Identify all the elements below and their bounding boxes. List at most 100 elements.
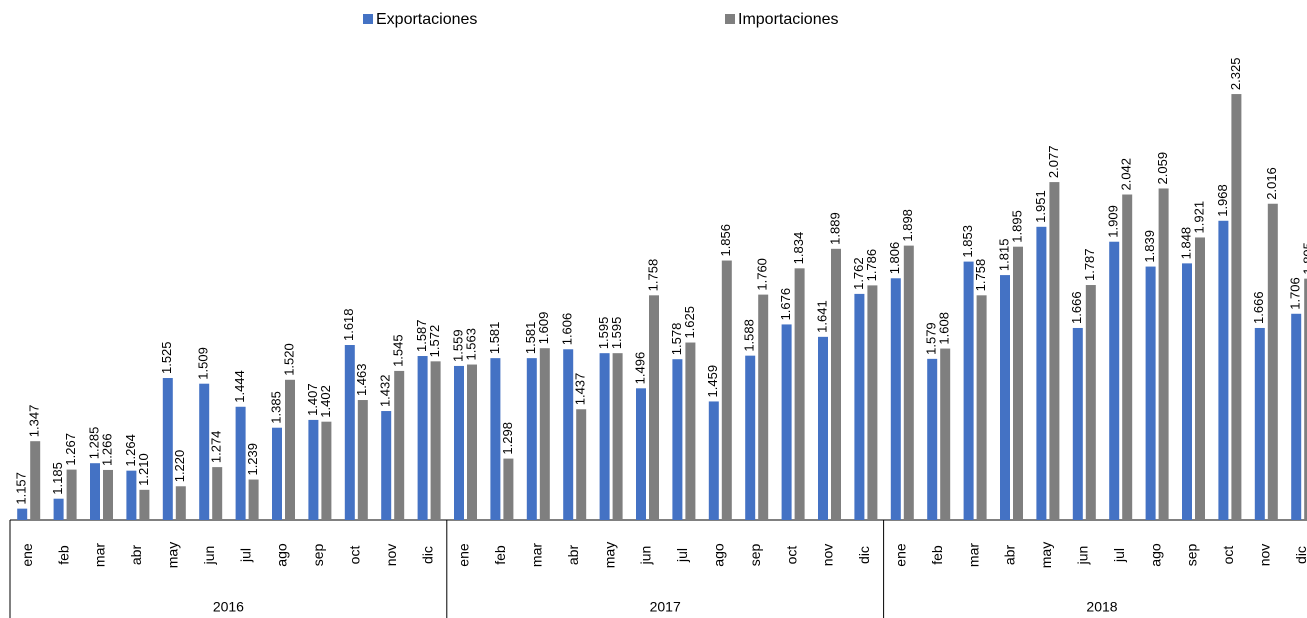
bar bbox=[308, 419, 319, 520]
value-label: 1.210 bbox=[136, 453, 151, 486]
bar bbox=[503, 458, 514, 520]
bar bbox=[1145, 266, 1156, 520]
value-label: 1.588 bbox=[742, 319, 757, 352]
value-label: 1.951 bbox=[1033, 190, 1048, 223]
value-label: 1.706 bbox=[1288, 277, 1303, 310]
value-label: 1.806 bbox=[887, 242, 902, 275]
bar bbox=[940, 348, 951, 520]
value-label: 1.895 bbox=[1009, 210, 1024, 243]
value-label: 1.347 bbox=[27, 405, 42, 438]
x-tick-label: nov bbox=[1257, 544, 1273, 567]
bar bbox=[212, 467, 223, 520]
value-label: 1.595 bbox=[596, 317, 611, 350]
bar bbox=[831, 248, 841, 521]
x-tick-label: may bbox=[601, 542, 617, 568]
bar bbox=[890, 278, 901, 520]
x-tick-label: nov bbox=[820, 544, 836, 567]
value-label: 1.762 bbox=[851, 257, 866, 290]
x-tick-label: jul bbox=[237, 548, 253, 563]
bar bbox=[103, 469, 113, 520]
x-tick-label: feb bbox=[492, 545, 508, 565]
x-tick-label: abr bbox=[1002, 545, 1018, 566]
bar bbox=[381, 411, 392, 520]
bar bbox=[708, 401, 719, 520]
bar bbox=[53, 498, 64, 520]
value-label: 1.572 bbox=[427, 325, 442, 358]
bar bbox=[126, 470, 137, 520]
bar bbox=[417, 356, 428, 520]
bar bbox=[394, 370, 405, 520]
value-label: 1.444 bbox=[232, 370, 247, 403]
value-label: 1.853 bbox=[960, 225, 975, 258]
value-label: 1.676 bbox=[778, 288, 793, 321]
x-tick-label: ene bbox=[893, 543, 909, 567]
bar bbox=[139, 489, 150, 520]
x-tick-label: ene bbox=[456, 543, 472, 567]
value-label: 1.496 bbox=[632, 352, 647, 385]
bar bbox=[745, 355, 756, 520]
value-label: 1.760 bbox=[755, 258, 770, 291]
bar bbox=[794, 268, 805, 520]
bar bbox=[1072, 327, 1083, 520]
bar bbox=[612, 353, 623, 520]
value-label: 1.595 bbox=[609, 317, 624, 350]
value-label: 2.325 bbox=[1228, 58, 1243, 91]
value-label: 1.625 bbox=[682, 306, 697, 339]
value-label: 1.587 bbox=[414, 319, 429, 352]
bar bbox=[235, 406, 246, 520]
bar bbox=[781, 324, 792, 520]
value-label: 1.666 bbox=[1251, 291, 1266, 324]
x-tick-label: jun bbox=[1075, 546, 1091, 566]
x-tick-label: sep bbox=[1184, 544, 1200, 567]
bar bbox=[175, 486, 186, 520]
bar bbox=[1036, 226, 1047, 520]
group-label: 2017 bbox=[650, 599, 681, 615]
bar bbox=[285, 379, 295, 520]
value-label: 1.856 bbox=[718, 224, 733, 257]
value-label: 1.578 bbox=[669, 323, 684, 356]
x-tick-label: ene bbox=[19, 543, 35, 567]
value-label: 1.608 bbox=[937, 312, 952, 345]
bar bbox=[539, 348, 550, 520]
bar bbox=[1182, 263, 1192, 520]
bar bbox=[867, 285, 878, 520]
bar bbox=[818, 336, 828, 520]
value-label: 1.618 bbox=[341, 308, 356, 341]
value-label: 2.077 bbox=[1046, 146, 1061, 179]
value-label: 1.758 bbox=[973, 259, 988, 292]
bar bbox=[636, 388, 646, 520]
value-label: 1.157 bbox=[14, 472, 29, 505]
group-label: 2018 bbox=[1086, 599, 1117, 615]
bar bbox=[1049, 182, 1060, 520]
bar bbox=[1085, 285, 1096, 520]
bar bbox=[1304, 278, 1307, 520]
bar bbox=[162, 378, 173, 520]
bar bbox=[526, 358, 537, 520]
x-tick-label: oct bbox=[783, 546, 799, 565]
value-label: 1.898 bbox=[900, 209, 915, 242]
value-label: 1.848 bbox=[1178, 227, 1193, 260]
value-label: 1.459 bbox=[705, 365, 720, 398]
x-tick-label: sep bbox=[747, 544, 763, 567]
x-tick-label: oct bbox=[1220, 546, 1236, 565]
value-label: 1.298 bbox=[500, 422, 515, 455]
x-tick-label: jun bbox=[201, 546, 217, 566]
x-tick-label: ago bbox=[711, 543, 727, 567]
x-tick-label: feb bbox=[55, 545, 71, 565]
value-label: 1.185 bbox=[50, 462, 65, 495]
bar bbox=[599, 353, 610, 520]
bar bbox=[1218, 220, 1229, 521]
bar bbox=[721, 260, 732, 520]
x-tick-label: jun bbox=[638, 546, 654, 566]
value-label: 1.545 bbox=[391, 334, 406, 367]
value-label: 1.266 bbox=[99, 433, 114, 466]
bar bbox=[1158, 188, 1169, 520]
value-label: 1.239 bbox=[245, 443, 260, 476]
x-tick-label: abr bbox=[128, 545, 144, 566]
bar bbox=[649, 295, 659, 520]
x-tick-label: feb bbox=[929, 545, 945, 565]
bar bbox=[357, 400, 368, 520]
value-label: 1.385 bbox=[268, 391, 283, 424]
bar bbox=[672, 359, 683, 520]
